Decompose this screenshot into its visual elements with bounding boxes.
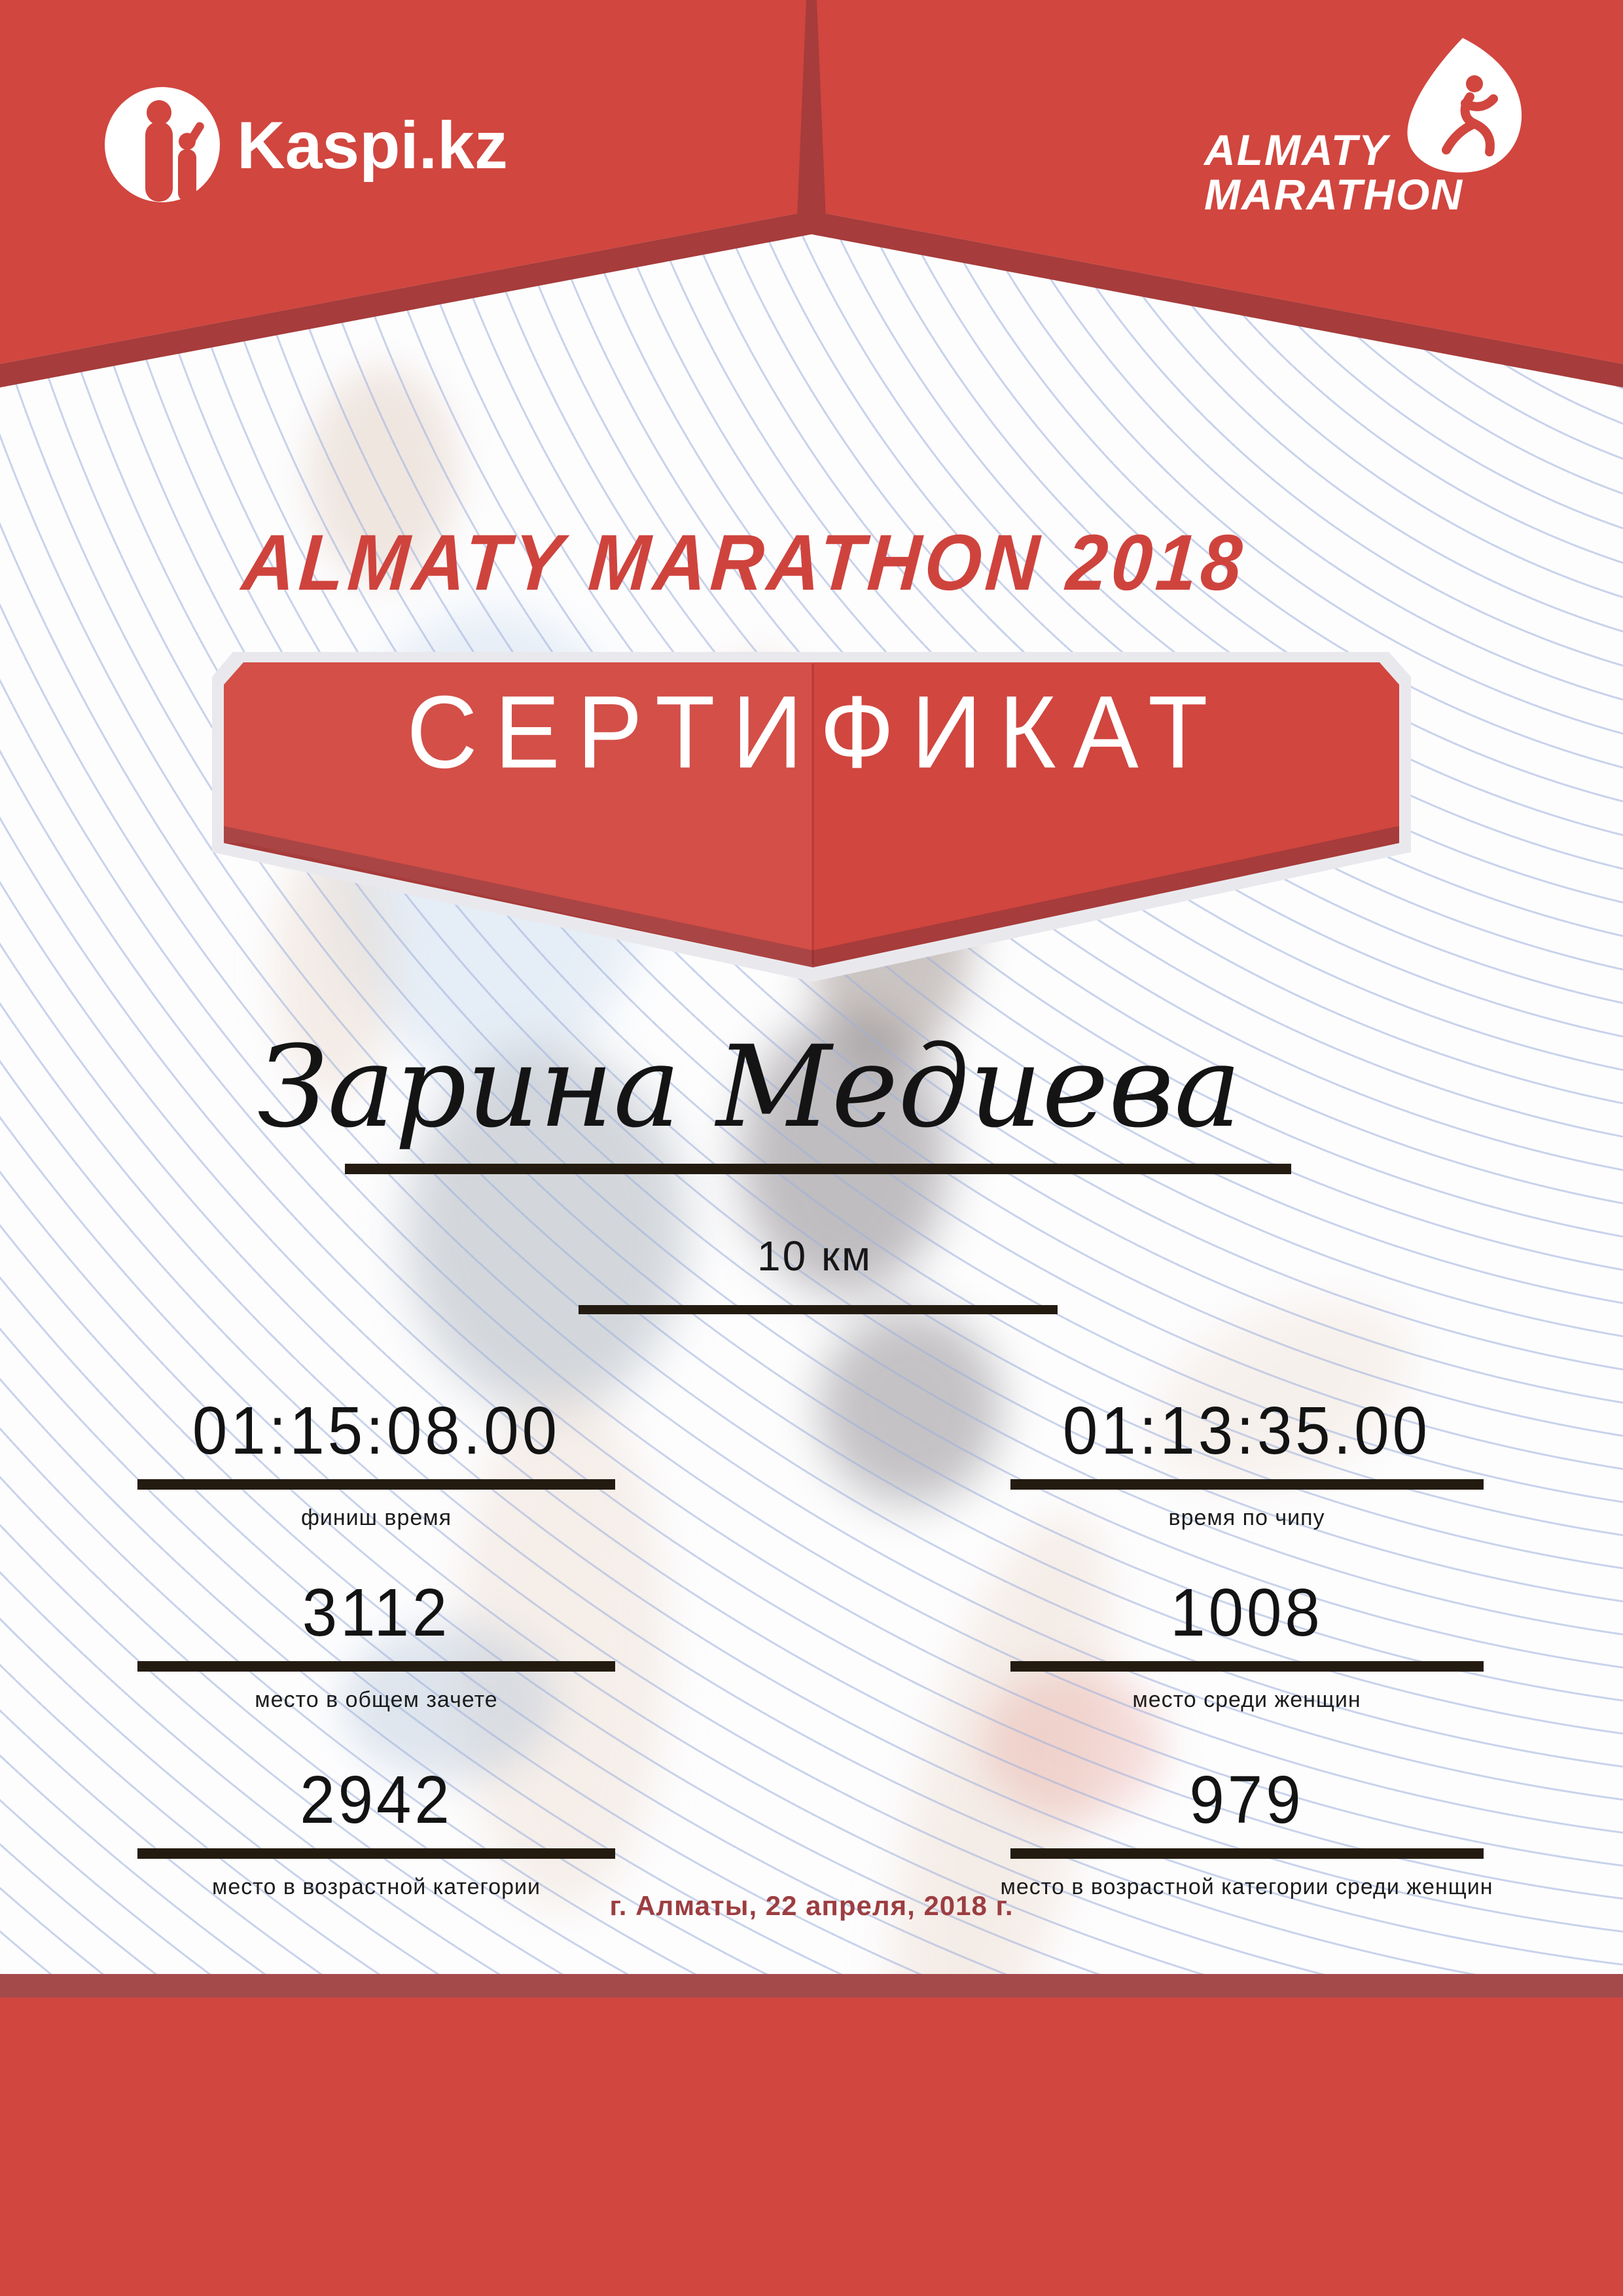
stat-label: место в общем зачете — [255, 1687, 498, 1712]
recipient-name: Зарина Медиева — [257, 1021, 1241, 1153]
stat-label: финиш время — [300, 1505, 452, 1530]
stat-value: 3112 — [302, 1575, 451, 1651]
stat-label: время по чипу — [1168, 1505, 1325, 1530]
marathon-logo-line1: ALMATY — [1203, 126, 1391, 174]
stat-underline — [137, 1661, 615, 1672]
stat-chip-time: 01:13:35.00 время по чипу — [883, 1393, 1610, 1531]
stat-underline — [137, 1848, 615, 1859]
kaspi-logo-text: Kaspi.kz — [237, 108, 508, 183]
marathon-logo-line2: MARATHON — [1204, 170, 1463, 219]
certificate-title: СЕРТИФИКАТ — [406, 673, 1225, 790]
event-date: г. Алматы, 22 апреля, 2018 г. — [609, 1890, 1014, 1921]
stat-label: место среди женщин — [1132, 1687, 1361, 1712]
sponsors-footer: SHAKHMARDAN YESSENOV FOUNDATION Sulpak S… — [0, 1998, 1623, 2296]
stat-women-place: 1008 место среди женщин — [883, 1575, 1610, 1713]
stat-value: 979 — [1189, 1763, 1304, 1838]
stat-age-women-place: 979 место в возрастной категории среди ж… — [883, 1763, 1610, 1900]
stat-underline — [1010, 1661, 1484, 1672]
almaty-marathon-logo: ALMATY MARATHON — [1171, 26, 1603, 223]
distance-underline — [579, 1305, 1058, 1314]
stat-underline — [137, 1479, 615, 1490]
footer-top-strip — [0, 1974, 1623, 1998]
stat-overall-place: 3112 место в общем зачете — [13, 1575, 740, 1713]
stat-age-place: 2942 место в возрастной категории — [13, 1763, 740, 1900]
stat-value: 01:15:08.00 — [192, 1393, 561, 1469]
stat-finish-time: 01:15:08.00 финиш время — [13, 1393, 740, 1531]
stat-value: 01:13:35.00 — [1062, 1393, 1431, 1469]
name-underline — [345, 1164, 1291, 1174]
stat-value: 2942 — [300, 1763, 453, 1838]
stat-value: 1008 — [1170, 1575, 1323, 1651]
stat-underline — [1010, 1848, 1484, 1859]
stat-underline — [1010, 1479, 1484, 1490]
kaspi-logo: Kaspi.kz — [98, 84, 687, 215]
event-title: ALMATY MARATHON 2018 — [239, 518, 1249, 607]
distance-value: 10 км — [757, 1232, 872, 1280]
